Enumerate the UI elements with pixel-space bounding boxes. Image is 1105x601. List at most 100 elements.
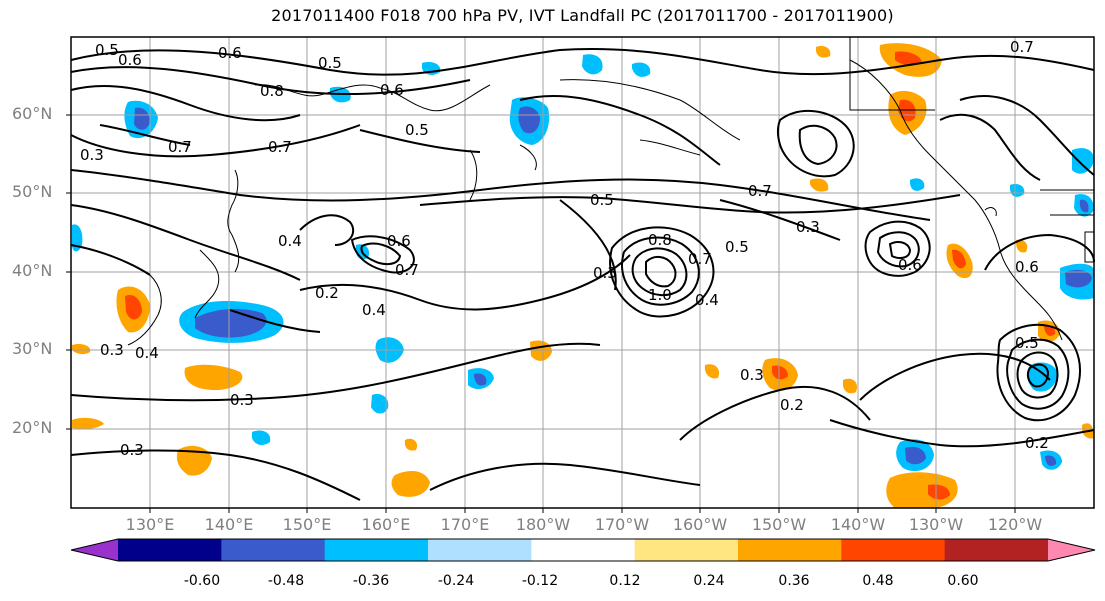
positive-anomaly-patches bbox=[72, 43, 1094, 508]
colorbar-tick-label: -0.36 bbox=[352, 573, 390, 589]
contour-label: 0.6 bbox=[380, 81, 404, 99]
colorbar-tick-label: 0.60 bbox=[947, 573, 979, 589]
neg-patch-small-2-core bbox=[1045, 455, 1057, 466]
contour-label: 1.0 bbox=[648, 286, 672, 304]
neg-patch-small-5 bbox=[1010, 184, 1025, 197]
lon-label: 160°E bbox=[361, 515, 411, 534]
pos-patch-small-7 bbox=[810, 178, 829, 192]
contour-label: 0.6 bbox=[387, 232, 411, 250]
contour-label: 0.2 bbox=[1025, 434, 1049, 452]
lon-label: 150°E bbox=[282, 515, 332, 534]
pos-patch-small-2 bbox=[842, 378, 858, 394]
colorbar-tick-label: 0.12 bbox=[609, 573, 641, 589]
colorbar-tick-label: -0.60 bbox=[183, 573, 221, 589]
colorbar-segment bbox=[944, 539, 1049, 561]
colorbar-tick-label: 0.48 bbox=[862, 573, 894, 589]
contour-label: 0.3 bbox=[100, 341, 124, 359]
contour-label: 0.7 bbox=[688, 250, 712, 268]
contour-label: 0.6 bbox=[218, 44, 242, 62]
shaded-anomaly-patches bbox=[72, 54, 1094, 472]
pv-contours bbox=[70, 48, 1095, 501]
pos-patch-china-coast-core bbox=[125, 294, 142, 320]
contour-label: 0.4 bbox=[362, 301, 386, 319]
lon-label: 170°E bbox=[440, 515, 490, 534]
pos-patch-west-coast-core bbox=[952, 249, 966, 269]
neg-patch-alaska-1 bbox=[1072, 148, 1094, 174]
neg-patch-small-6 bbox=[910, 178, 925, 191]
colorbar-tick-label: 0.24 bbox=[693, 573, 725, 589]
colorbar-tick-label: 0.36 bbox=[778, 573, 810, 589]
colorbar-segment bbox=[118, 539, 222, 561]
pos-patch-south-1 bbox=[176, 445, 212, 476]
contour-label: 0.4 bbox=[695, 291, 719, 309]
pos-patch-south-3-core bbox=[928, 484, 950, 500]
pos-patch-small-6 bbox=[72, 343, 91, 355]
colorbar-tick-label: -0.24 bbox=[437, 573, 475, 589]
neg-patch-alaska-2-core bbox=[1079, 199, 1089, 213]
contour-label: 0.7 bbox=[1010, 38, 1034, 56]
neg-patch-nw-core bbox=[134, 107, 150, 130]
colorbar-extend-min bbox=[71, 539, 118, 561]
contour-label: 0.5 bbox=[95, 41, 119, 59]
contour-label: 0.3 bbox=[230, 391, 254, 409]
axis-ticks bbox=[66, 114, 1016, 513]
contour-label: 0.4 bbox=[135, 344, 159, 362]
contour-label: 0.5 bbox=[590, 191, 614, 209]
pos-patch-south-japan bbox=[184, 364, 243, 390]
contour-label: 0.5 bbox=[1015, 334, 1039, 352]
contour-label: 0.8 bbox=[648, 231, 672, 249]
lat-label: 20°N bbox=[12, 418, 53, 437]
colorbar-segment bbox=[531, 539, 636, 561]
contour-label: 0.5 bbox=[725, 238, 749, 256]
colorbar-segment bbox=[428, 539, 532, 561]
pos-patch-south-2 bbox=[391, 470, 430, 497]
neg-patch-kamchatka-core bbox=[518, 106, 540, 134]
lat-label: 40°N bbox=[12, 261, 53, 280]
lon-label: 160°W bbox=[672, 515, 728, 534]
contour-label: 0.3 bbox=[740, 366, 764, 384]
pos-patch-small-9 bbox=[704, 364, 720, 379]
neg-patch-central-core bbox=[474, 373, 487, 386]
contour-label: 0.6 bbox=[118, 51, 142, 69]
pos-patch-baja-core-inner bbox=[1044, 325, 1056, 336]
pos-patch-small-4 bbox=[404, 438, 418, 451]
lon-label: 180°W bbox=[515, 515, 571, 534]
contour-label: 0.7 bbox=[168, 138, 192, 156]
lon-label: 140°W bbox=[830, 515, 886, 534]
lat-label: 30°N bbox=[12, 339, 53, 358]
pos-patch-alaska-core bbox=[895, 51, 922, 66]
lon-label: 120°W bbox=[987, 515, 1043, 534]
contour-label: 0.5 bbox=[405, 121, 429, 139]
pos-patch-small-1 bbox=[816, 46, 831, 58]
colorbar-tick-label: -0.48 bbox=[267, 573, 305, 589]
contour-label: 0.3 bbox=[120, 441, 144, 459]
neg-patch-small-1 bbox=[371, 394, 389, 414]
contour-label: 0.8 bbox=[260, 82, 284, 100]
lon-label: 150°W bbox=[751, 515, 807, 534]
contour-label: 0.2 bbox=[780, 396, 804, 414]
colorbar-segment bbox=[324, 539, 429, 561]
contour-label: 0.3 bbox=[796, 218, 820, 236]
contour-label: 0.2 bbox=[315, 284, 339, 302]
colorbar-segment bbox=[221, 539, 326, 561]
colorbar bbox=[70, 538, 1096, 562]
lon-label: 170°W bbox=[594, 515, 650, 534]
pos-patch-small-3 bbox=[1016, 239, 1028, 253]
colorbar-outline bbox=[70, 538, 1096, 562]
map-title: 2017011400 F018 700 hPa PV, IVT Landfall… bbox=[271, 6, 894, 25]
colorbar-segment bbox=[738, 539, 842, 561]
neg-patch-east-coast-core bbox=[1065, 270, 1092, 288]
contour-label: 0.6 bbox=[898, 256, 922, 274]
contour-label: 0.3 bbox=[80, 146, 104, 164]
lon-label: 130°E bbox=[125, 515, 175, 534]
pos-patch-small-5 bbox=[72, 417, 104, 430]
colorbar-extend-max bbox=[1048, 539, 1095, 561]
neg-patch-bering-2 bbox=[632, 62, 651, 77]
coastlines bbox=[127, 37, 1095, 346]
colorbar-segment bbox=[634, 539, 739, 561]
lat-label: 50°N bbox=[12, 182, 53, 201]
lon-label: 140°E bbox=[204, 515, 254, 534]
pos-patch-central-pac-core bbox=[772, 365, 788, 380]
neg-patch-south-east-core bbox=[905, 446, 926, 465]
